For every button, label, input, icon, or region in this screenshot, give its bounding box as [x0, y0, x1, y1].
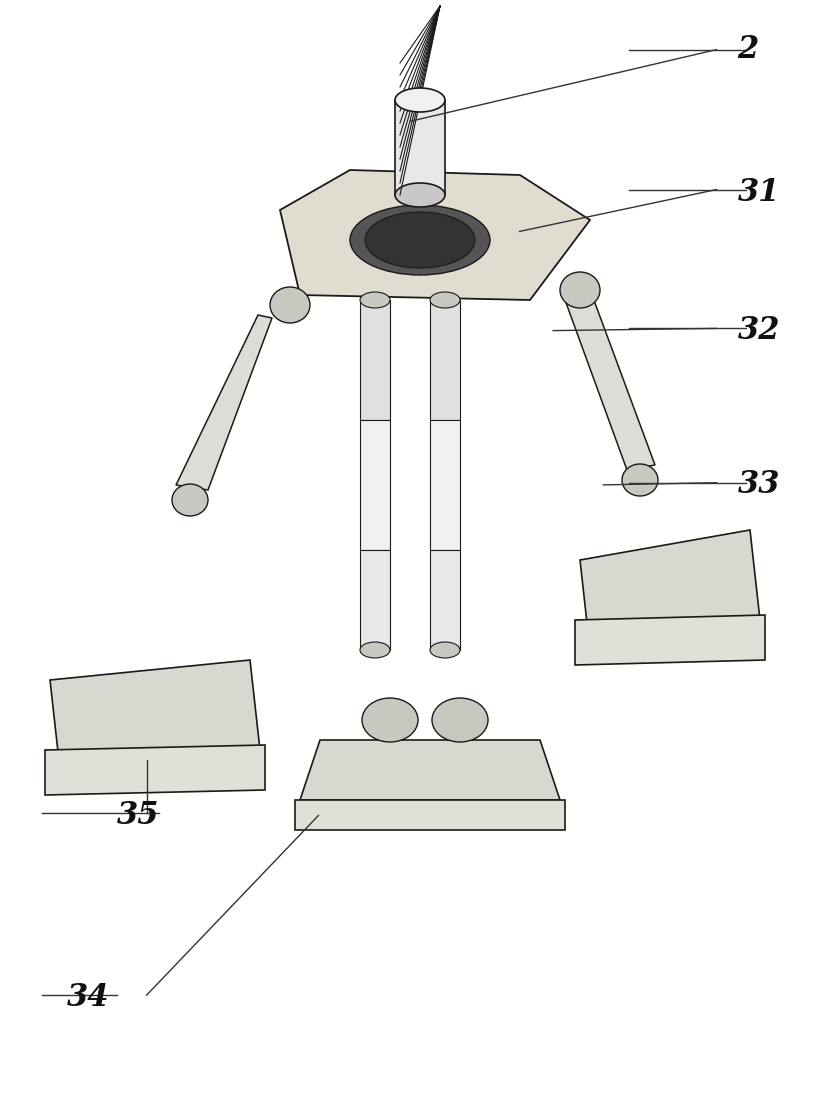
Ellipse shape — [350, 205, 490, 276]
Polygon shape — [430, 300, 460, 420]
Ellipse shape — [395, 183, 445, 207]
Polygon shape — [395, 100, 445, 195]
Polygon shape — [280, 170, 590, 300]
Text: 33: 33 — [737, 469, 780, 500]
Polygon shape — [580, 530, 760, 650]
Ellipse shape — [432, 698, 488, 742]
Ellipse shape — [560, 272, 600, 307]
Polygon shape — [430, 550, 460, 650]
Text: 32: 32 — [737, 315, 780, 346]
Ellipse shape — [622, 464, 658, 496]
Text: 35: 35 — [117, 800, 160, 831]
Polygon shape — [360, 550, 390, 650]
Text: 34: 34 — [67, 982, 110, 1013]
Ellipse shape — [430, 642, 460, 658]
Polygon shape — [575, 615, 765, 665]
Polygon shape — [360, 420, 390, 550]
Ellipse shape — [270, 287, 310, 323]
Polygon shape — [176, 315, 272, 490]
Polygon shape — [50, 660, 260, 770]
Text: 2: 2 — [737, 34, 758, 65]
Ellipse shape — [360, 292, 390, 307]
Polygon shape — [565, 295, 655, 469]
Ellipse shape — [365, 212, 475, 268]
Ellipse shape — [395, 88, 445, 112]
Polygon shape — [45, 745, 265, 795]
Ellipse shape — [362, 698, 418, 742]
Polygon shape — [360, 300, 390, 420]
Polygon shape — [430, 420, 460, 550]
Ellipse shape — [172, 484, 208, 516]
Ellipse shape — [360, 642, 390, 658]
Text: 31: 31 — [737, 177, 780, 208]
Polygon shape — [295, 800, 565, 830]
Ellipse shape — [430, 292, 460, 307]
Polygon shape — [300, 741, 560, 800]
